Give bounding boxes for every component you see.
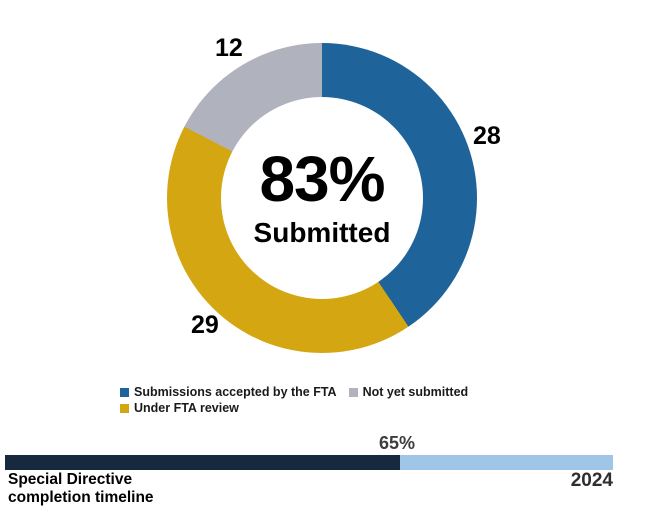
legend-label-not-yet-submitted: Not yet submitted [362, 385, 469, 399]
timeline-bar [5, 455, 613, 470]
legend-item-under-review: Under FTA review [120, 401, 239, 415]
segment-value-under-review: 29 [191, 311, 219, 339]
segment-value-not-yet-submitted: 12 [215, 34, 243, 62]
legend-label-accepted: Submissions accepted by the FTA [134, 385, 337, 399]
timeline-year-label: 2024 [570, 470, 613, 491]
donut-center-label: Submitted [253, 217, 391, 248]
legend-swatch-gray [348, 387, 358, 397]
segment-value-accepted: 28 [473, 122, 501, 150]
donut-hole: 83% Submitted [221, 97, 423, 299]
legend-swatch-gold [120, 403, 129, 413]
chart-legend: Submissions accepted by the FTA Not yet … [120, 385, 492, 415]
timeline-bar-fill [5, 455, 401, 470]
donut-chart: 83% Submitted [167, 43, 477, 353]
legend-item-not-yet-submitted: Not yet submitted [348, 385, 469, 399]
donut-center-value: 83% [259, 143, 385, 215]
legend-swatch-blue [120, 387, 129, 397]
timeline-percent-label: 65% [378, 433, 416, 453]
legend-label-under-review: Under FTA review [134, 401, 239, 415]
timeline-title: Special Directive completion timeline [8, 471, 154, 506]
legend-item-accepted: Submissions accepted by the FTA [120, 385, 337, 399]
